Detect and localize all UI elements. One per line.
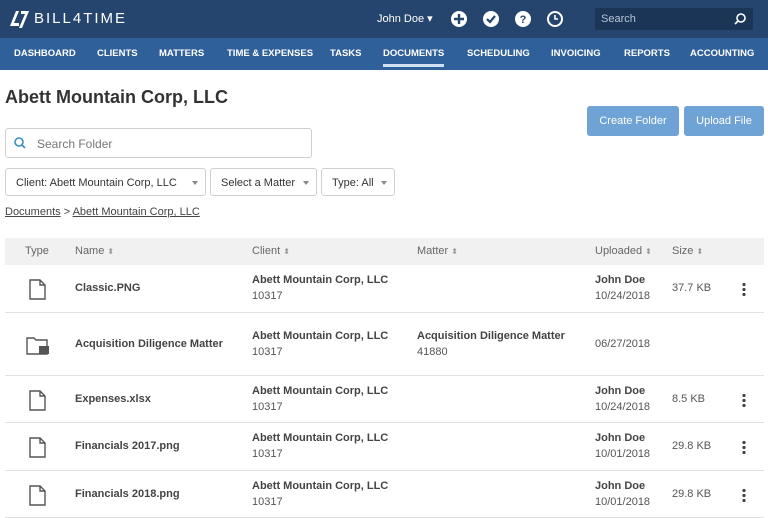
uploaded-date: 10/01/2018 — [595, 495, 651, 508]
nav-item[interactable]: DOCUMENTS — [383, 48, 445, 67]
upload-file-button[interactable]: Upload File — [684, 106, 764, 136]
uploaded-date: 10/01/2018 — [595, 448, 651, 460]
logo-text: BILL4TIME — [34, 10, 128, 27]
column-header[interactable]: Client ⬍ — [252, 245, 290, 257]
nav-item[interactable]: INVOICING — [551, 48, 601, 59]
file-size: 29.8 KB — [672, 440, 712, 452]
folder-search[interactable]: Search Folder — [5, 128, 312, 158]
nav-item[interactable]: ACCOUNTING — [690, 48, 755, 59]
file-name[interactable]: Classic.PNG — [75, 282, 141, 294]
client-sub: 10317 — [252, 400, 283, 413]
sort-icon: ⬍ — [451, 247, 458, 256]
column-header: Type — [25, 245, 49, 257]
row-divider — [5, 375, 764, 376]
file-icon — [29, 279, 46, 300]
sort-icon: ⬍ — [645, 247, 652, 256]
sort-icon: ⬍ — [107, 247, 115, 256]
client-sub: 10317 — [252, 448, 283, 460]
add-icon[interactable] — [451, 11, 467, 27]
row-menu[interactable] — [742, 392, 746, 407]
file-icon — [29, 437, 46, 458]
logo-mark — [10, 11, 29, 28]
create-folder-button[interactable]: Create Folder — [587, 106, 679, 136]
client: Abett Mountain Corp, LLC — [252, 479, 389, 492]
type-filter[interactable]: Type: All — [321, 168, 395, 196]
file-icon — [29, 484, 46, 506]
client-sub: 10317 — [252, 495, 283, 508]
search-icon — [734, 13, 746, 25]
client-filter[interactable]: Client: Abett Mountain Corp, LLC — [5, 168, 206, 196]
sort-icon: ⬍ — [283, 247, 290, 256]
matter-filter[interactable]: Select a Matter — [210, 168, 317, 196]
row-divider — [5, 312, 764, 313]
file-name[interactable]: Acquisition Diligence Matter — [75, 337, 223, 350]
user-name: John Doe — [377, 13, 425, 25]
nav-item[interactable]: DASHBOARD — [14, 48, 76, 59]
nav-item[interactable]: MATTERS — [159, 48, 205, 59]
file-name[interactable]: Financials 2017.png — [75, 440, 180, 452]
page-title: Abett Mountain Corp, LLC — [5, 87, 228, 107]
uploaded-by: John Doe — [595, 384, 646, 397]
row-menu[interactable] — [742, 282, 746, 296]
file-size: 29.8 KB — [672, 487, 712, 500]
top-bar: BILL4TIME John Doe ▾ ? Search — [0, 0, 768, 38]
client-sub: 10317 — [252, 290, 283, 302]
breadcrumb-link[interactable]: Abett Mountain Corp, LLC — [72, 206, 200, 218]
file-name[interactable]: Financials 2018.png — [75, 487, 180, 500]
client: Abett Mountain Corp, LLC — [252, 274, 389, 286]
nav-item[interactable]: TASKS — [330, 48, 362, 59]
uploaded-date: 10/24/2018 — [595, 400, 651, 413]
sort-icon: ⬍ — [696, 247, 704, 256]
nav-item[interactable]: REPORTS — [624, 48, 670, 59]
matter: Acquisition Diligence Matter — [417, 329, 565, 342]
file-size: 8.5 KB — [672, 392, 706, 405]
file-size: 37.7 KB — [672, 282, 712, 294]
uploaded-date: 06/27/2018 — [595, 337, 651, 350]
uploaded-by: John Doe — [595, 479, 646, 492]
uploaded-by: John Doe — [595, 432, 646, 444]
client: Abett Mountain Corp, LLC — [252, 329, 389, 342]
column-header[interactable]: Name ⬍ — [75, 245, 115, 257]
row-menu[interactable] — [742, 487, 746, 502]
user-menu[interactable]: John Doe ▾ — [377, 13, 433, 25]
client: Abett Mountain Corp, LLC — [252, 384, 389, 397]
row-divider — [5, 470, 764, 471]
clock-icon[interactable] — [547, 11, 563, 27]
toolbar-icons: ? — [451, 11, 563, 27]
client: Abett Mountain Corp, LLC — [252, 432, 389, 444]
folder-search-placeholder: Search Folder — [37, 137, 113, 151]
nav-item[interactable]: SCHEDULING — [467, 48, 530, 59]
row-menu[interactable] — [742, 440, 746, 454]
breadcrumb: Documents > Abett Mountain Corp, LLC — [5, 206, 200, 218]
nav-item[interactable]: TIME & EXPENSES — [227, 48, 314, 59]
search-icon — [14, 137, 26, 149]
client-sub: 10317 — [252, 345, 283, 358]
global-search-placeholder: Search — [601, 13, 636, 25]
row-divider — [5, 422, 764, 423]
breadcrumb-link[interactable]: Documents — [5, 206, 61, 218]
column-header[interactable]: Matter ⬍ — [417, 245, 458, 257]
matter-sub: 41880 — [417, 345, 448, 358]
column-header[interactable]: Uploaded ⬍ — [595, 245, 652, 257]
uploaded-by: John Doe — [595, 274, 646, 286]
uploaded-date: 10/24/2018 — [595, 290, 651, 302]
help-icon[interactable]: ? — [515, 11, 531, 27]
column-header[interactable]: Size ⬍ — [672, 245, 704, 257]
table-header — [5, 238, 764, 265]
file-name[interactable]: Expenses.xlsx — [75, 392, 151, 405]
global-search[interactable]: Search — [595, 8, 753, 30]
nav-item[interactable]: CLIENTS — [97, 48, 138, 59]
folder-icon — [26, 336, 49, 355]
file-icon — [29, 389, 46, 411]
check-icon[interactable] — [483, 11, 499, 27]
svg-text:?: ? — [520, 14, 527, 26]
